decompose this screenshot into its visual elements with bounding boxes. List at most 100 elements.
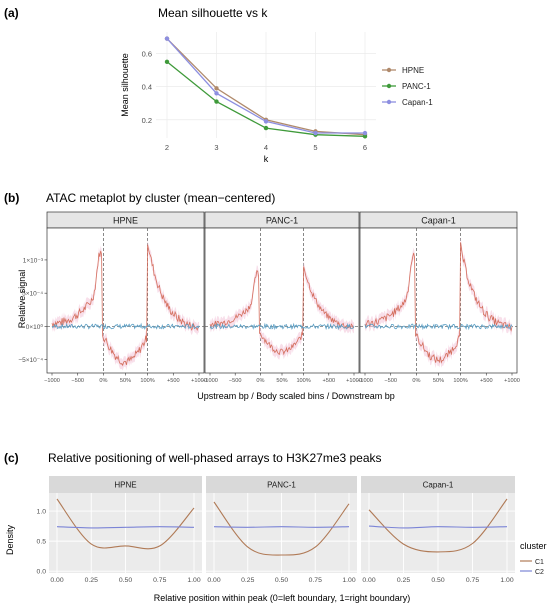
x-tick-label: −500 bbox=[229, 378, 242, 384]
data-point-capan-1 bbox=[362, 130, 368, 136]
density-line-c1 bbox=[56, 498, 195, 550]
ribbon-c1 bbox=[52, 239, 199, 371]
x-tick-label: 0% bbox=[256, 378, 264, 384]
panel-c-label: (c) bbox=[4, 451, 19, 465]
density-line-c2 bbox=[213, 526, 350, 528]
x-tick-label: 3 bbox=[214, 143, 218, 152]
data-point-panc-1 bbox=[214, 99, 219, 104]
facet-strip-capan-1 bbox=[361, 476, 515, 493]
x-tick-label: 100% bbox=[140, 378, 154, 384]
panel-b-xlabel: Upstream bp / Body scaled bins / Downstr… bbox=[197, 391, 395, 401]
data-point-panc-1 bbox=[164, 59, 170, 65]
panel-b-label: (b) bbox=[4, 191, 19, 205]
x-tick-label: +1000 bbox=[346, 378, 362, 384]
x-tick-label: 100% bbox=[453, 378, 467, 384]
x-tick-label: 0.75 bbox=[466, 577, 479, 584]
density-line-c1 bbox=[213, 501, 350, 556]
facet-label-panc-1: PANC-1 bbox=[267, 481, 296, 490]
x-tick-label: +500 bbox=[480, 378, 493, 384]
x-tick-label: 2 bbox=[165, 143, 169, 152]
legend-marker-capan-1 bbox=[386, 99, 392, 105]
y-tick-label: 1.0 bbox=[37, 509, 47, 516]
x-tick-label: 0.00 bbox=[362, 577, 375, 584]
series-line-c1 bbox=[51, 244, 200, 367]
facet-label-panc-1: PANC-1 bbox=[266, 216, 298, 226]
x-tick-label: 0.25 bbox=[397, 577, 410, 584]
ribbon-c1 bbox=[210, 261, 354, 360]
x-tick-label: 0.00 bbox=[207, 577, 220, 584]
y-tick-label: −5×10⁻⁴ bbox=[18, 357, 43, 364]
y-tick-label: 0×10⁰ bbox=[26, 323, 44, 331]
series-line-c1 bbox=[364, 242, 513, 364]
y-tick-label: 0.4 bbox=[142, 83, 152, 92]
ribbon-c1 bbox=[365, 236, 512, 369]
series-line-c2 bbox=[51, 322, 200, 330]
x-tick-label: −1000 bbox=[202, 378, 218, 384]
y-tick-label: 1×10⁻³ bbox=[23, 257, 44, 264]
x-tick-label: 100% bbox=[296, 378, 310, 384]
x-tick-label: 1.00 bbox=[342, 577, 355, 584]
x-tick-label: −1000 bbox=[357, 378, 373, 384]
panel-c-ylabel: Density bbox=[5, 524, 15, 555]
y-tick-label: 0.2 bbox=[142, 116, 152, 125]
x-tick-label: −1000 bbox=[44, 378, 60, 384]
data-point-capan-1 bbox=[313, 130, 318, 136]
x-tick-label: 0% bbox=[412, 378, 420, 384]
x-tick-label: 50% bbox=[276, 378, 287, 384]
data-point-capan-1 bbox=[263, 119, 269, 124]
y-tick-label: 5×10⁻⁴ bbox=[22, 291, 43, 298]
x-tick-label: 1.00 bbox=[500, 577, 513, 584]
y-tick-label: 0.6 bbox=[142, 50, 152, 59]
legend-label-panc-1: PANC-1 bbox=[402, 82, 431, 91]
facet-label-capan-1: Capan-1 bbox=[421, 216, 456, 226]
x-tick-label: 0% bbox=[99, 378, 107, 384]
density-line-c1 bbox=[368, 498, 508, 553]
plot-area-capan-1 bbox=[359, 227, 518, 374]
panel-c-legend-title: cluster bbox=[520, 541, 547, 551]
x-tick-label: −500 bbox=[384, 378, 397, 384]
x-tick-label: 50% bbox=[120, 378, 131, 384]
panel-a-plot: 0.2 0.4 0.6 2 3 4 5 6 k Mean silhouette HPNE PANC-1… bbox=[120, 32, 433, 164]
density-line-c2 bbox=[368, 525, 508, 529]
data-point-capan-1 bbox=[214, 91, 219, 96]
series-line-c2 bbox=[364, 323, 513, 331]
panel-b-plot: HPNE −1000 −500 0% 50% 100% +500 +1000 PANC-1 −10… bbox=[18, 211, 520, 384]
x-tick-label: 0.25 bbox=[85, 577, 98, 584]
data-point-panc-1 bbox=[362, 134, 368, 139]
density-line-c2 bbox=[56, 526, 195, 529]
y-tick-label: 0.0 bbox=[37, 569, 47, 576]
legend-marker-hpne bbox=[386, 67, 392, 73]
x-tick-label: +500 bbox=[322, 378, 335, 384]
series-line-c1 bbox=[209, 266, 355, 356]
x-tick-label: 4 bbox=[264, 143, 268, 152]
data-point-capan-1 bbox=[164, 36, 170, 41]
facet-label-capan-1: Capan-1 bbox=[423, 481, 454, 490]
panel-c-xlabel: Relative position within peak (0=left bo… bbox=[154, 593, 411, 603]
y-tick-label: 0.5 bbox=[37, 539, 47, 546]
data-point-panc-1 bbox=[263, 125, 269, 131]
legend-marker-panc-1 bbox=[386, 83, 392, 89]
legend-label-hpne: HPNE bbox=[402, 66, 424, 75]
panel-a-ylabel: Mean silhouette bbox=[120, 53, 130, 117]
x-tick-label: 0.75 bbox=[153, 577, 166, 584]
panel-a-xlabel: k bbox=[264, 154, 269, 164]
panel-c-title: Relative positioning of well-phased arra… bbox=[48, 451, 382, 465]
x-tick-label: 6 bbox=[363, 143, 367, 152]
panel-a-title: Mean silhouette vs k bbox=[158, 6, 268, 20]
panel-b-title: ATAC metaplot by cluster (mean−centered) bbox=[46, 191, 275, 205]
x-tick-label: −500 bbox=[71, 378, 84, 384]
data-point-hpne bbox=[214, 86, 219, 91]
x-tick-label: 0.75 bbox=[309, 577, 322, 584]
facet-strip-hpne bbox=[49, 476, 202, 493]
plot-area-hpne bbox=[46, 227, 205, 374]
x-tick-label: 0.50 bbox=[431, 577, 444, 584]
legend-label-c2: C2 bbox=[535, 569, 544, 576]
x-tick-label: 50% bbox=[433, 378, 444, 384]
x-tick-label: 0.00 bbox=[50, 577, 63, 584]
x-tick-label: 0.25 bbox=[241, 577, 254, 584]
panel-b-ylabel: Relative signal bbox=[17, 270, 27, 329]
panel-c-plot: HPNE 0.00 0.25 0.50 0.75 1.00 PANC-1 0.00 0.25 0.… bbox=[37, 476, 544, 584]
x-tick-label: 1.00 bbox=[187, 577, 200, 584]
x-tick-label: +1000 bbox=[191, 378, 207, 384]
